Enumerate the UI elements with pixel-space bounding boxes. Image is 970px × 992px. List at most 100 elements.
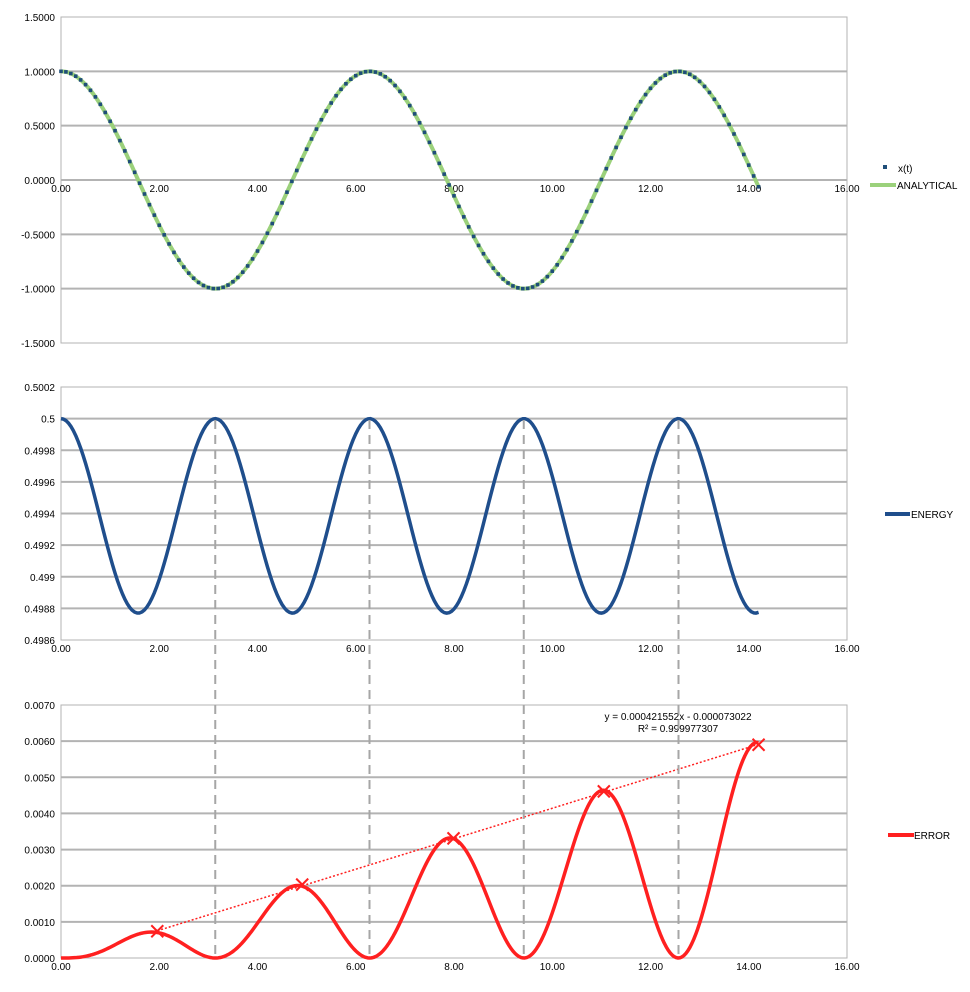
x-tick-label: 2.00 bbox=[150, 184, 170, 195]
y-tick-labels: 1.5000 1.0000 0.5000 0.0000 -0.5000 -1.0000 -1… bbox=[21, 13, 55, 350]
data-point-xt bbox=[624, 125, 628, 130]
peak-marker bbox=[597, 784, 611, 799]
data-point-xt bbox=[304, 147, 309, 151]
data-point-xt bbox=[118, 138, 122, 143]
data-point-xt bbox=[432, 150, 437, 155]
x-tick-label: 4.00 bbox=[248, 962, 268, 973]
data-point-xt bbox=[83, 82, 88, 87]
data-point-xt bbox=[555, 263, 559, 267]
data-point-xt bbox=[167, 242, 171, 246]
data-point-xt bbox=[324, 109, 329, 113]
data-point-xt bbox=[638, 99, 643, 104]
y-tick-label: 0.0020 bbox=[24, 882, 55, 893]
data-point-xt bbox=[309, 137, 314, 141]
y-tick-label: 0.4998 bbox=[24, 446, 55, 457]
data-point-xt bbox=[683, 70, 687, 75]
data-point-xt bbox=[535, 282, 540, 287]
data-point-xt bbox=[466, 225, 471, 229]
data-point-xt bbox=[545, 274, 550, 279]
data-point-xt bbox=[648, 86, 653, 91]
y-tick-label: 0.4988 bbox=[24, 604, 55, 615]
data-point-xt bbox=[707, 90, 712, 95]
data-point-xt bbox=[668, 71, 672, 75]
gridlines bbox=[61, 740, 847, 923]
legend-label-error: ERROR bbox=[914, 831, 950, 842]
data-point-xt bbox=[599, 177, 604, 182]
data-point-xt bbox=[481, 251, 486, 256]
data-point-xt bbox=[358, 71, 363, 75]
data-point-xt bbox=[363, 69, 368, 74]
legend-label-analytical: ANALYTICAL bbox=[897, 181, 958, 192]
series bbox=[59, 69, 761, 291]
legend-label-xt: x(t) bbox=[898, 164, 912, 175]
data-point-xt bbox=[201, 283, 206, 288]
y-tick-label: 0.0000 bbox=[24, 954, 55, 965]
data-point-xt bbox=[98, 102, 103, 107]
data-point-xt bbox=[609, 156, 613, 160]
data-point-xt bbox=[290, 179, 294, 184]
data-point-xt bbox=[692, 75, 697, 80]
data-point-xt bbox=[520, 286, 525, 291]
y-tick-label: 1.5000 bbox=[24, 13, 55, 24]
legend: x(t) ANALYTICAL bbox=[870, 164, 958, 192]
data-point-xt bbox=[250, 257, 255, 261]
data-point-xt bbox=[69, 71, 73, 76]
data-point-xt bbox=[319, 117, 324, 122]
data-point-xt bbox=[231, 279, 235, 284]
data-point-xt bbox=[147, 202, 152, 207]
data-point-xt bbox=[211, 286, 216, 291]
data-point-xt bbox=[137, 181, 142, 185]
data-point-xt bbox=[280, 201, 284, 205]
data-point-xt bbox=[299, 157, 304, 162]
data-point-xt bbox=[491, 266, 496, 270]
y-tick-label: 0.4996 bbox=[24, 478, 55, 489]
y-tick-label: -1.0000 bbox=[21, 285, 55, 296]
data-point-xt bbox=[412, 112, 417, 116]
data-point-xt bbox=[93, 95, 98, 99]
x-tick-label: 16.00 bbox=[834, 962, 859, 973]
data-point-xt bbox=[427, 140, 432, 145]
peak-marker bbox=[295, 877, 309, 892]
data-point-xt bbox=[584, 209, 589, 214]
data-point-xt bbox=[452, 194, 456, 198]
chart-energy: 0.5002 0.5 0.4998 0.4996 0.4994 0.4992 0.499 0.… bbox=[24, 383, 953, 655]
data-point-xt bbox=[751, 174, 756, 178]
gridlines bbox=[61, 70, 847, 290]
data-point-xt bbox=[245, 264, 250, 268]
data-point-xt bbox=[746, 163, 751, 167]
data-point-xt bbox=[496, 272, 501, 276]
x-tick-labels: 0.00 2.00 4.00 6.00 8.00 10.00 12.00 14.00 16.00 bbox=[51, 644, 860, 655]
data-point-xt bbox=[236, 275, 240, 280]
y-tick-label: 0.0000 bbox=[24, 176, 55, 187]
x-tick-label: 0.00 bbox=[51, 644, 71, 655]
data-point-xt bbox=[240, 270, 245, 274]
data-point-xt bbox=[732, 132, 736, 136]
data-point-xt bbox=[516, 286, 520, 290]
data-point-xt bbox=[525, 286, 530, 291]
data-point-xt bbox=[550, 269, 555, 273]
data-point-xt bbox=[123, 149, 127, 153]
y-tick-labels: 0.0070 0.0060 0.0050 0.0040 0.0030 0.0020 0.00… bbox=[24, 701, 55, 965]
y-tick-label: 0.0030 bbox=[24, 846, 55, 857]
y-tick-label: 0.5 bbox=[41, 415, 55, 426]
legend: ENERGY bbox=[885, 510, 954, 521]
chart-position: 1.5000 1.0000 0.5000 0.0000 -0.5000 -1.0000 -1… bbox=[21, 13, 958, 350]
data-point-xt bbox=[368, 69, 373, 74]
data-point-xt bbox=[742, 152, 746, 157]
data-point-xt bbox=[221, 285, 225, 290]
x-tick-label: 12.00 bbox=[638, 962, 663, 973]
x-tick-label: 4.00 bbox=[248, 644, 268, 655]
legend-marker-xt bbox=[883, 165, 887, 169]
trendline-r-squared: R² = 0.999977307 bbox=[638, 724, 719, 735]
series-line-energy bbox=[60, 416, 760, 615]
data-point-xt bbox=[255, 249, 260, 253]
data-point-xt bbox=[216, 286, 220, 291]
data-point-xt bbox=[295, 168, 299, 173]
data-point-xt bbox=[501, 277, 505, 281]
data-point-xt bbox=[737, 142, 741, 146]
x-tick-label: 6.00 bbox=[346, 644, 366, 655]
x-tick-label: 10.00 bbox=[540, 644, 565, 655]
data-point-xt bbox=[506, 281, 510, 285]
y-tick-label: 0.4986 bbox=[24, 636, 55, 647]
y-tick-label: 0.0040 bbox=[24, 809, 55, 820]
